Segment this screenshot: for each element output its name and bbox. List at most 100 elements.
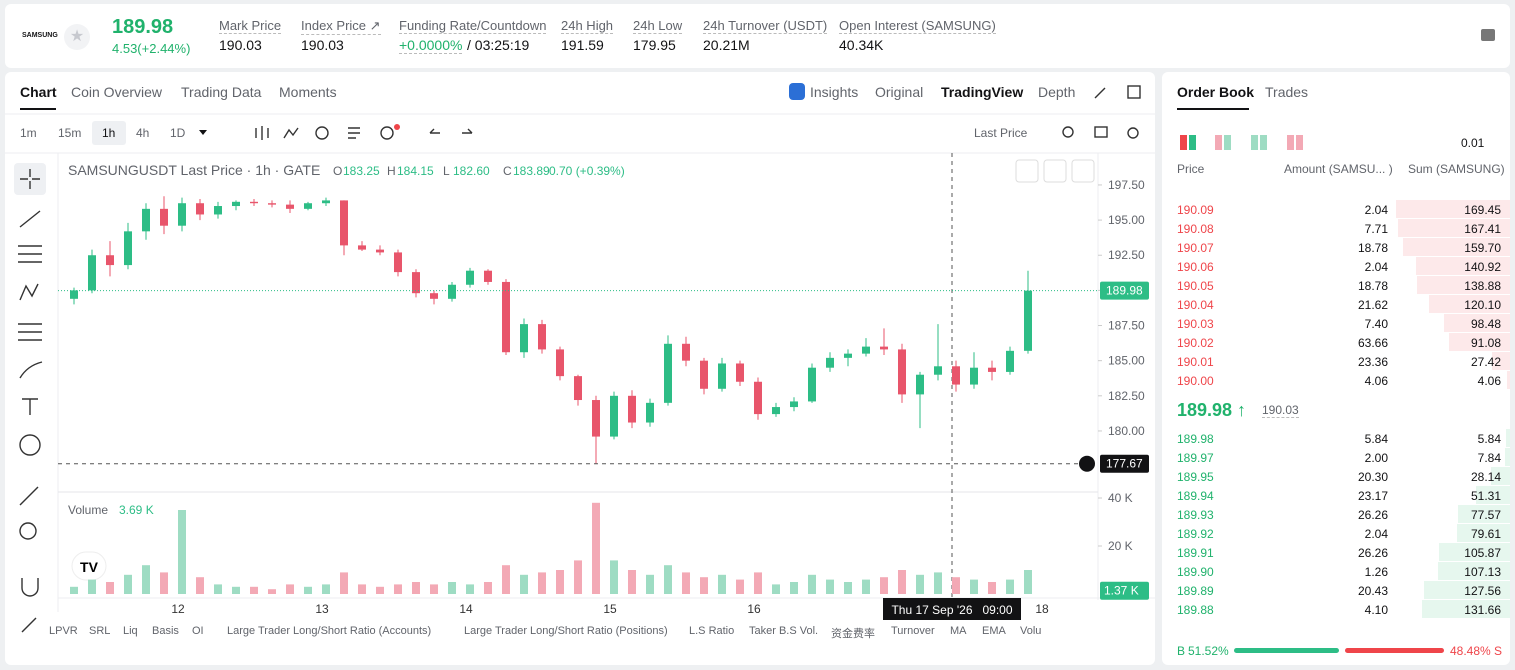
interval-btn[interactable]: 4h: [136, 126, 150, 140]
interval-dropdown[interactable]: [199, 130, 207, 135]
volume-bar: [808, 574, 816, 594]
ob-tick-btn[interactable]: 0.01: [1461, 136, 1485, 150]
candle-body: [862, 346, 870, 354]
volume-bar: [592, 502, 600, 594]
crosshair-plus: [1079, 455, 1095, 472]
candle-body: [232, 201, 240, 207]
volume-bar: [988, 582, 996, 594]
ob-sum: 27.42: [1470, 355, 1501, 369]
stat-extra: / 03:25:19: [467, 37, 530, 53]
indicator-btn[interactable]: EMA: [982, 625, 1006, 637]
candle-body: [538, 324, 546, 350]
chart-tab[interactable]: Chart: [20, 84, 57, 100]
stat-label: Funding Rate/Countdown: [399, 18, 547, 34]
volume-bar: [772, 584, 780, 594]
ob-amount: 2.04: [1364, 260, 1388, 274]
interval-btn[interactable]: 15m: [58, 126, 82, 140]
ob-view-btn[interactable]: [1224, 135, 1231, 150]
ob-view-btn[interactable]: [1296, 135, 1303, 150]
ob-amount: 1.26: [1364, 565, 1388, 579]
sell-bar: [1345, 648, 1444, 653]
indicator-btn[interactable]: Liq: [123, 625, 138, 637]
crosshair-time-box: [883, 598, 1021, 620]
candle-body: [736, 363, 744, 382]
interval-bg[interactable]: [92, 121, 126, 145]
ob-sum: 120.10: [1464, 298, 1501, 312]
chart-tab[interactable]: Trading Data: [181, 84, 262, 100]
ohlc-value: 182.60: [453, 164, 490, 178]
ob-sum: 28.14: [1470, 470, 1501, 484]
ob-amount: 7.71: [1364, 222, 1388, 236]
ob-tab-underline[interactable]: [1177, 108, 1249, 110]
chart-tab[interactable]: Coin Overview: [71, 84, 163, 100]
view-tab[interactable]: Depth: [1038, 84, 1076, 100]
ob-view-btn[interactable]: [1180, 135, 1187, 150]
ob-view-btn[interactable]: [1189, 135, 1196, 150]
last-price-box: [1100, 281, 1149, 300]
interval-btn[interactable]: 1h: [102, 126, 116, 140]
view-tab[interactable]: TradingView: [941, 84, 1024, 100]
price-source-btn[interactable]: Last Price: [974, 126, 1028, 140]
ob-amount: 23.36: [1357, 355, 1388, 369]
tab-underline[interactable]: [20, 108, 56, 110]
scroll-btn[interactable]: [1015, 159, 1039, 183]
indicator-btn[interactable]: Volu: [1020, 625, 1042, 637]
depth-bar: [1438, 562, 1510, 580]
crosshair-price-label: 177.67: [1106, 457, 1143, 471]
indicator-btn[interactable]: OI: [192, 625, 204, 637]
candle-body: [70, 290, 78, 299]
ob-view-btn[interactable]: [1251, 135, 1258, 150]
indicator-btn[interactable]: MA: [950, 625, 967, 637]
candle-body: [520, 324, 528, 353]
ob-price: 189.95: [1177, 470, 1214, 484]
view-tab[interactable]: Insights: [810, 84, 859, 100]
interval-btn[interactable]: 1D: [170, 126, 186, 140]
candle-body: [970, 367, 978, 385]
ohlc-key: H: [387, 164, 396, 178]
crosshair-box: [1100, 454, 1149, 473]
indicator-btn[interactable]: L.S Ratio: [689, 625, 735, 637]
view-tab[interactable]: Original: [875, 84, 924, 100]
stat-label: Index Price ↗: [301, 18, 381, 35]
ob-view-btn[interactable]: [1260, 135, 1267, 150]
volume-bar: [232, 586, 240, 594]
collapse-btn[interactable]: [1043, 159, 1067, 183]
ob-price: 189.88: [1177, 603, 1214, 617]
volume-last-box: [1100, 581, 1149, 600]
depth-bar: [1507, 371, 1510, 389]
last-price-label: 189.98: [1106, 284, 1143, 298]
tv-logo-mark: TV: [80, 559, 99, 575]
ob-amount: 18.78: [1357, 279, 1388, 293]
ob-view-btn[interactable]: [1215, 135, 1222, 150]
indicator-btn[interactable]: Large Trader Long/Short Ratio (Accounts): [227, 625, 432, 637]
indicator-btn[interactable]: 资金费率: [831, 628, 875, 640]
depth-bar: [1415, 257, 1510, 275]
ob-sum: 51.31: [1470, 489, 1501, 503]
indicator-btn[interactable]: SRL: [89, 625, 111, 637]
candle-body: [754, 381, 762, 415]
volume-bar: [700, 577, 708, 594]
ob-sum: 140.92: [1464, 260, 1501, 274]
ob-tab[interactable]: Order Book: [1177, 84, 1255, 100]
tool-active[interactable]: [14, 163, 46, 195]
x-tick-label: 14: [459, 602, 473, 616]
volume-bar: [934, 572, 942, 594]
indicator-btn[interactable]: Basis: [152, 625, 179, 637]
indicator-btn[interactable]: Taker B.S Vol.: [749, 625, 819, 637]
favorite[interactable]: ★: [64, 24, 90, 50]
ob-view-btn[interactable]: [1287, 135, 1294, 150]
settings-btn[interactable]: [1071, 159, 1095, 183]
indicator-btn[interactable]: LPVR: [49, 625, 78, 637]
candle-body: [952, 366, 960, 385]
ob-tab[interactable]: Trades: [1265, 84, 1309, 100]
depth-bar: [1456, 524, 1510, 542]
ob-mid: 189.98 ↑: [1177, 400, 1247, 420]
indicator-btn[interactable]: Large Trader Long/Short Ratio (Positions…: [464, 625, 668, 637]
depth-bar: [1396, 200, 1510, 218]
depth-bar: [1416, 276, 1510, 294]
indicator-btn[interactable]: Turnover: [891, 625, 935, 637]
interval-btn[interactable]: 1m: [20, 126, 37, 140]
x-tick-label: 13: [315, 602, 329, 616]
stat-value: 190.03: [301, 37, 344, 53]
chart-tab[interactable]: Moments: [279, 84, 337, 100]
